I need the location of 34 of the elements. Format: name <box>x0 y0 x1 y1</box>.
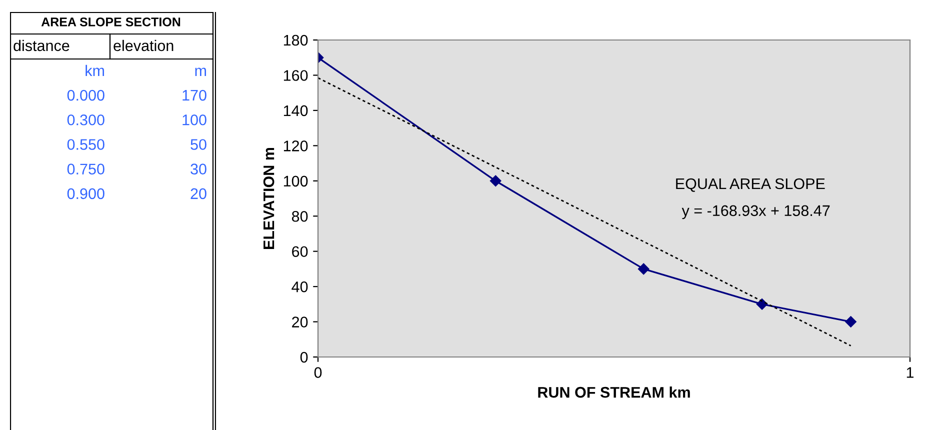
text: distance <box>14 40 70 52</box>
text: km <box>86 64 104 76</box>
y-tick-label: 0 <box>300 352 308 363</box>
y-tick-label: 100 <box>284 176 308 187</box>
annotation: EQUAL AREA SLOPE <box>676 178 825 192</box>
text: elevation <box>114 40 174 52</box>
y-tick-label: 20 <box>292 316 308 328</box>
annotation: y = -168.93x + 158.47 <box>682 205 830 220</box>
text: AREA SLOPE SECTION <box>41 18 180 26</box>
y-tick-label: 160 <box>284 70 308 81</box>
x-axis-title: RUN OF STREAM km <box>538 386 690 398</box>
text: 0.300 <box>67 114 104 126</box>
point <box>756 298 768 310</box>
x-tick-label: 1 <box>906 367 914 378</box>
text: 20 <box>190 188 206 200</box>
text: 30 <box>190 164 206 174</box>
text: 170 <box>182 90 206 101</box>
point <box>845 316 856 328</box>
point <box>490 175 502 186</box>
text: 50 <box>190 139 206 150</box>
y-tick-label: 180 <box>284 34 308 46</box>
text: 0.900 <box>67 188 104 200</box>
text: m <box>195 68 206 76</box>
text: 100 <box>182 114 206 126</box>
point <box>638 263 650 275</box>
y-tick-label: 80 <box>292 210 308 222</box>
text: 0.550 <box>67 139 104 150</box>
y-axis-title: ELEVATION m <box>263 148 274 249</box>
y-tick-label: 120 <box>284 140 308 152</box>
text: 0.750 <box>67 164 104 174</box>
y-tick-label: 40 <box>292 281 308 292</box>
y-tick-label: 140 <box>284 105 308 116</box>
text: 0.000 <box>67 90 104 101</box>
y-tick-label: 60 <box>292 246 308 258</box>
